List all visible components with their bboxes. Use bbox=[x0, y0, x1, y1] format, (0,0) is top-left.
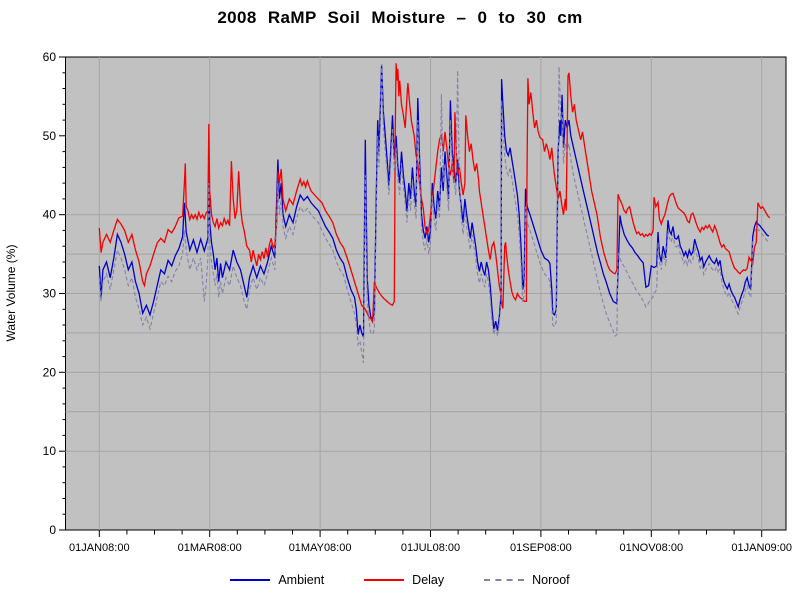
legend-label-ambient: Ambient bbox=[278, 573, 325, 587]
series-noroof bbox=[98, 64, 770, 363]
series-ambient bbox=[98, 64, 770, 338]
x-tick-label: 01JUL08:00 bbox=[401, 542, 460, 554]
legend: Ambient Delay Noroof bbox=[0, 569, 800, 591]
ambient-line-swatch bbox=[230, 579, 271, 581]
legend-label-delay: Delay bbox=[412, 573, 445, 587]
y-axis-title: Water Volume (%) bbox=[4, 245, 18, 342]
y-tick-label: 50 bbox=[43, 129, 57, 143]
x-tick-label: 01JAN08:00 bbox=[69, 542, 130, 554]
delay-line-swatch bbox=[364, 579, 405, 581]
x-tick-label: 01NOV08:00 bbox=[619, 542, 683, 554]
series-delay bbox=[98, 63, 771, 325]
legend-item-ambient: Ambient bbox=[230, 573, 324, 587]
y-tick-label: 40 bbox=[43, 208, 57, 222]
y-tick-label: 30 bbox=[43, 287, 57, 301]
legend-item-noroof: Noroof bbox=[484, 573, 570, 587]
chart-title: 2008 RaMP Soil Moisture – 0 to 30 cm bbox=[217, 8, 583, 27]
x-tick-label: 01MAY08:00 bbox=[289, 542, 352, 554]
y-tick-label: 60 bbox=[43, 50, 57, 64]
noroof-line-swatch bbox=[484, 579, 525, 581]
y-tick-label: 20 bbox=[43, 365, 57, 379]
legend-item-delay: Delay bbox=[364, 573, 444, 587]
x-tick-label: 01JAN09:00 bbox=[731, 542, 792, 554]
x-tick-label: 01SEP08:00 bbox=[510, 542, 572, 554]
y-tick-label: 0 bbox=[49, 523, 56, 537]
x-tick-label: 01MAR08:00 bbox=[178, 542, 242, 554]
y-tick-label: 10 bbox=[43, 444, 57, 458]
legend-label-noroof: Noroof bbox=[532, 573, 570, 587]
